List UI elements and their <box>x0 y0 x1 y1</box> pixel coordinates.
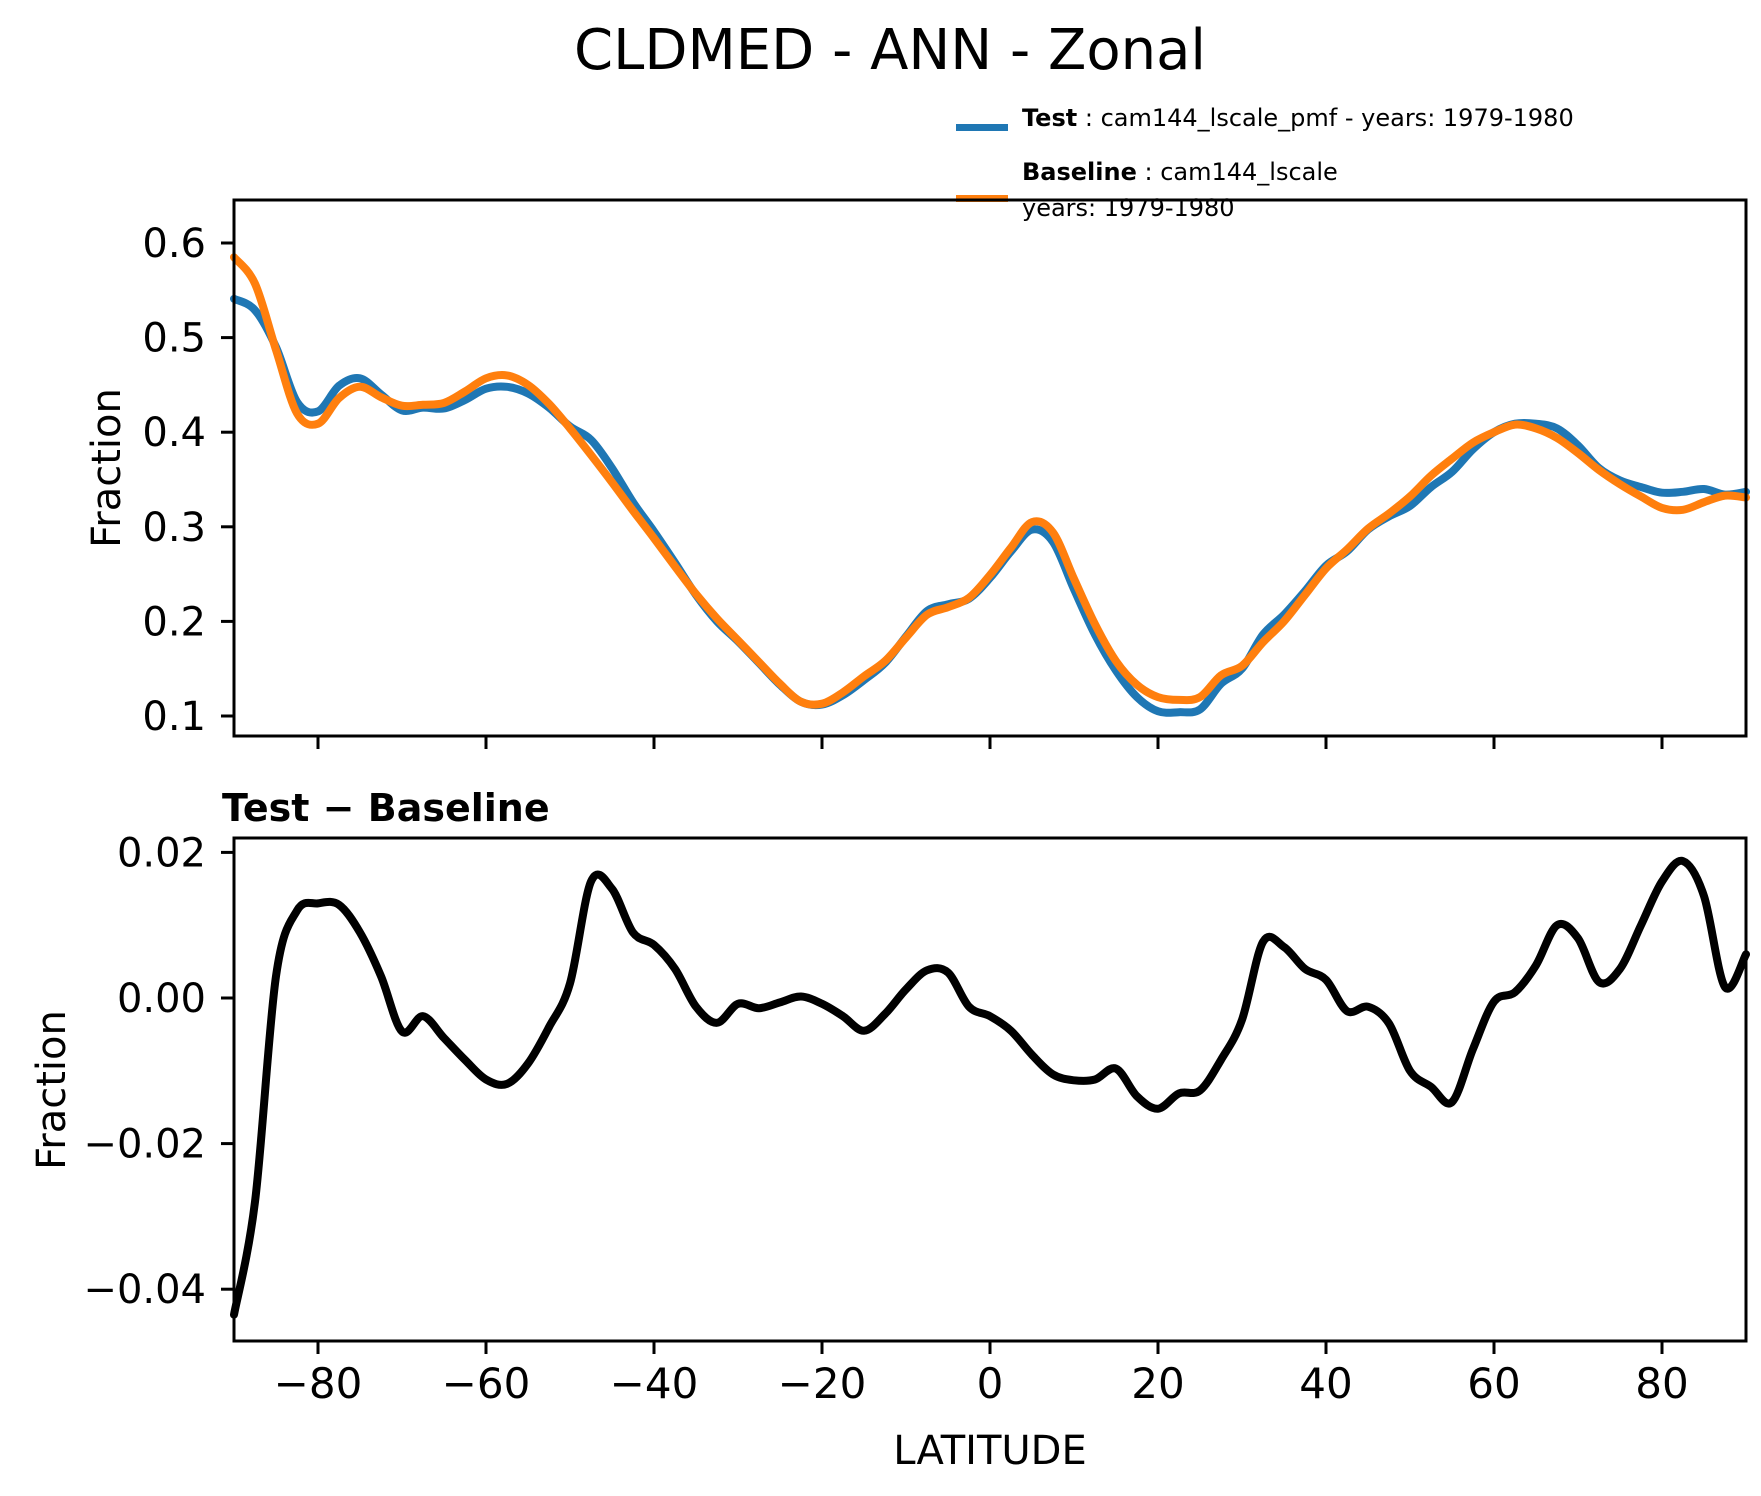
svg-text:0.5: 0.5 <box>142 316 206 362</box>
legend-test-text: Test : cam144_lscale_pmf - years: 1979-1… <box>1022 100 1574 136</box>
svg-text:0.1: 0.1 <box>142 694 206 740</box>
difference-panel-title: Test − Baseline <box>222 786 550 830</box>
svg-text:−60: −60 <box>442 1359 531 1408</box>
legend-test-rest: : cam144_lscale_pmf - years: 1979-1980 <box>1077 104 1574 132</box>
svg-text:0.3: 0.3 <box>142 505 206 551</box>
svg-text:0.00: 0.00 <box>117 976 206 1022</box>
x-axis-label: LATITUDE <box>893 1428 1087 1474</box>
legend-test-label: Test <box>1022 104 1078 132</box>
svg-text:−80: −80 <box>274 1359 363 1408</box>
legend-baseline-label: Baseline <box>1022 158 1137 186</box>
svg-text:40: 40 <box>1299 1359 1352 1408</box>
svg-text:−20: −20 <box>778 1359 867 1408</box>
svg-text:0.02: 0.02 <box>117 830 206 876</box>
legend-baseline-rest: : cam144_lscale <box>1136 158 1338 186</box>
svg-text:0: 0 <box>977 1359 1004 1408</box>
svg-text:0.2: 0.2 <box>142 599 206 645</box>
test-line-swatch <box>956 124 1008 131</box>
svg-text:−0.02: −0.02 <box>83 1122 206 1168</box>
legend-baseline-text: Baseline : cam144_lscale years: 1979-1980 <box>1022 154 1338 226</box>
svg-text:60: 60 <box>1467 1359 1520 1408</box>
chart-title: CLDMED - ANN - Zonal <box>574 18 1206 83</box>
svg-text:80: 80 <box>1635 1359 1688 1408</box>
svg-text:0.4: 0.4 <box>142 410 206 456</box>
svg-text:−40: −40 <box>610 1359 699 1408</box>
svg-text:20: 20 <box>1131 1359 1184 1408</box>
svg-text:−0.04: −0.04 <box>83 1267 206 1313</box>
svg-text:0.6: 0.6 <box>142 221 206 267</box>
